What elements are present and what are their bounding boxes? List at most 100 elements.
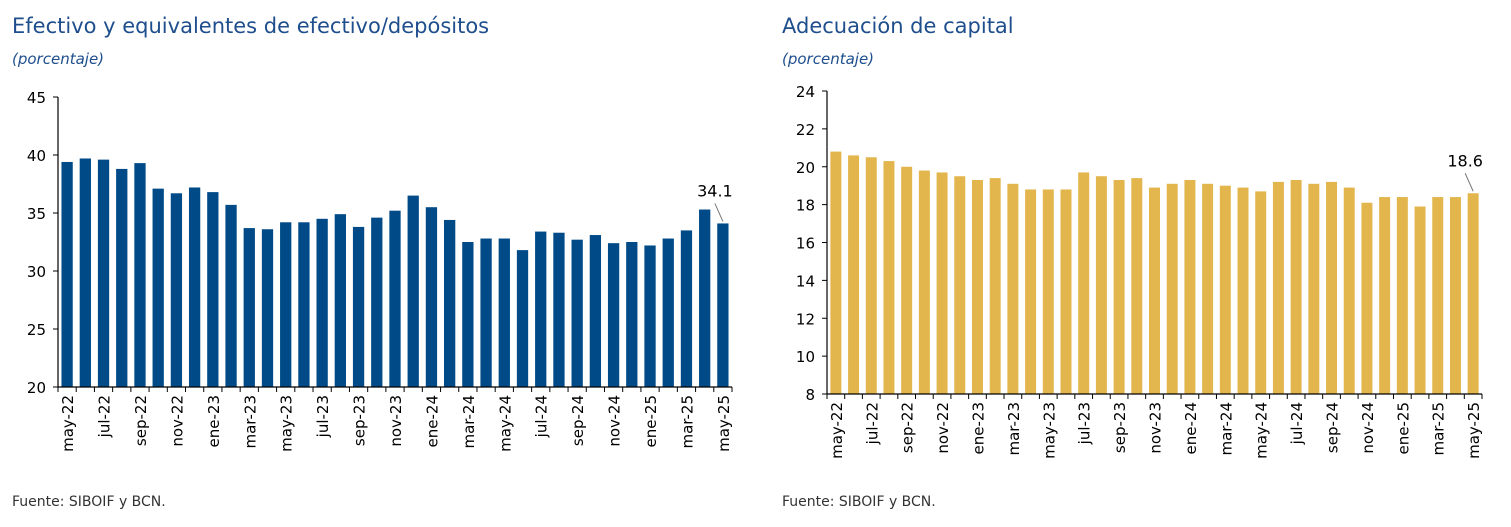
x-tick-label: ene-24 xyxy=(423,395,441,447)
bar xyxy=(170,193,183,387)
annotation-leader-line xyxy=(714,203,724,222)
bar xyxy=(371,217,383,387)
bar xyxy=(1326,181,1338,394)
bar xyxy=(644,245,656,387)
bar xyxy=(1042,189,1054,394)
x-tick-label: may-23 xyxy=(278,395,296,452)
x-tick-label: may-25 xyxy=(1465,402,1483,459)
bar xyxy=(498,238,510,387)
x-tick-label: mar-25 xyxy=(1430,402,1448,456)
bar xyxy=(480,238,492,387)
x-tick-label: mar-23 xyxy=(1005,402,1023,456)
y-tick-label: 10 xyxy=(796,348,815,366)
x-tick-label: jul-23 xyxy=(314,395,332,438)
bar xyxy=(883,161,895,394)
data-label-last: 34.1 xyxy=(697,181,733,200)
chart-title: Efectivo y equivalentes de efectivo/depó… xyxy=(12,14,490,38)
bar xyxy=(626,242,638,387)
x-tick-label: sep-22 xyxy=(899,402,917,453)
chart-subtitle: (porcentaje) xyxy=(782,50,875,68)
bar xyxy=(1237,187,1249,394)
y-tick-label: 8 xyxy=(805,386,815,404)
bar xyxy=(516,250,529,387)
bar xyxy=(1131,178,1143,394)
bar xyxy=(971,180,983,394)
bar-chart-cash-deposits: 20 25 30 35 40 45 may-22 jul-22 sep-22 nov-22 ene-… xyxy=(27,89,733,452)
y-tick-label: 14 xyxy=(796,272,815,290)
bar xyxy=(1060,189,1072,394)
bar xyxy=(1219,185,1231,394)
y-tick-label: 20 xyxy=(27,379,46,397)
x-tick-label: jul-22 xyxy=(96,395,114,438)
bar xyxy=(553,232,565,387)
y-tick-label: 12 xyxy=(796,310,815,328)
bar xyxy=(848,155,860,394)
x-tick-label: jul-23 xyxy=(1076,402,1094,445)
bar xyxy=(243,228,255,387)
x-tick-label: may-22 xyxy=(828,402,846,459)
bar xyxy=(444,219,456,387)
x-tick-label: may-22 xyxy=(59,395,77,452)
chart-panel-capital-adequacy: Adecuación de capital (porcentaje) 8 10 12… xyxy=(770,0,1511,527)
bar xyxy=(207,192,219,387)
x-tick-label: nov-24 xyxy=(1359,402,1377,454)
x-tick-label: mar-23 xyxy=(241,395,259,449)
x-tick-label: nov-22 xyxy=(168,395,186,447)
x-tick-label: sep-23 xyxy=(351,395,369,446)
y-tick-label: 24 xyxy=(796,83,815,101)
bar xyxy=(79,158,91,387)
bar xyxy=(1007,183,1019,394)
bar xyxy=(989,178,1001,394)
x-tick-label: ene-23 xyxy=(205,395,223,447)
bar xyxy=(61,161,73,387)
y-tick-label: 35 xyxy=(27,205,46,223)
bar xyxy=(1396,197,1408,394)
x-tick-label: may-25 xyxy=(715,395,733,452)
bar xyxy=(188,187,201,387)
bar xyxy=(1202,183,1214,394)
x-tick-label: jul-24 xyxy=(533,395,551,438)
bar xyxy=(1149,187,1160,394)
bar xyxy=(662,238,674,387)
bar xyxy=(954,176,966,394)
x-tick-label: may-24 xyxy=(496,395,514,452)
bar xyxy=(1025,189,1037,394)
bar xyxy=(334,214,346,387)
x-tick-label: sep-24 xyxy=(1324,402,1342,453)
bar xyxy=(936,172,948,394)
bar xyxy=(389,210,401,387)
bar-chart-capital-adequacy: 8 10 12 14 16 18 20 22 24 may-22 jul-22 sep-22 nov-2… xyxy=(796,83,1483,459)
bar xyxy=(1414,206,1426,394)
bar xyxy=(1255,191,1267,394)
bar xyxy=(901,166,913,394)
annotation-leader-line xyxy=(1464,173,1474,192)
chart-title: Adecuación de capital xyxy=(782,14,1014,38)
y-tick-label: 30 xyxy=(27,263,46,281)
x-tick-label: ene-25 xyxy=(642,395,660,447)
x-tick-label: ene-24 xyxy=(1182,402,1200,454)
bar xyxy=(352,226,365,387)
bar xyxy=(1272,181,1284,394)
x-tick-label: ene-25 xyxy=(1394,402,1412,454)
bar xyxy=(535,231,547,387)
y-tick-label: 40 xyxy=(27,147,46,165)
bar xyxy=(462,242,474,387)
bar xyxy=(425,207,438,387)
bar xyxy=(1361,202,1373,394)
x-tick-label: sep-22 xyxy=(132,395,150,446)
bar xyxy=(1290,180,1302,394)
x-tick-label: mar-24 xyxy=(1217,402,1235,456)
bar xyxy=(865,157,877,394)
bar xyxy=(830,151,842,394)
y-tick-label: 16 xyxy=(796,235,815,253)
x-tick-label: mar-25 xyxy=(678,395,696,449)
bar xyxy=(1379,197,1391,394)
bar xyxy=(261,229,274,387)
x-tick-label: nov-22 xyxy=(934,402,952,454)
x-tick-label: nov-24 xyxy=(606,395,624,447)
bar xyxy=(316,218,328,387)
bar xyxy=(1308,183,1320,394)
bar xyxy=(717,223,729,387)
bar xyxy=(280,222,292,387)
bar xyxy=(1095,176,1107,394)
